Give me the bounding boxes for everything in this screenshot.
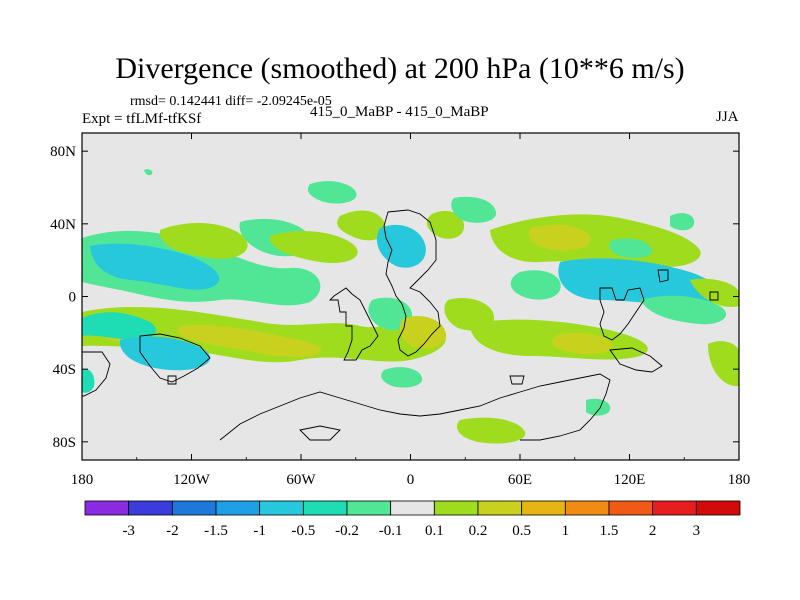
field-region	[119, 336, 211, 371]
x-tick-label: 180	[71, 472, 94, 488]
colorbar-level-label: 0.1	[425, 523, 444, 539]
field-region	[708, 341, 739, 387]
field-region	[269, 231, 358, 264]
coastline-path	[509, 375, 525, 385]
y-tick-label: 80N	[50, 144, 76, 160]
colorbar-level-label: -0.5	[291, 523, 315, 539]
field-region	[376, 224, 426, 268]
field-region	[456, 417, 526, 444]
coastline-path	[82, 351, 111, 397]
field-region	[609, 238, 653, 258]
case-label: 415_0_MaBP - 415_0_MaBP	[310, 104, 489, 120]
coastline-path	[709, 291, 719, 301]
colorbar-swatch	[390, 500, 435, 516]
field-region	[307, 181, 357, 204]
coastline-path	[139, 333, 211, 383]
colorbar-level-label: -0.1	[379, 523, 403, 539]
x-tick-label: 180	[728, 472, 751, 488]
field-region	[177, 325, 321, 357]
colorbar-swatch	[477, 500, 523, 516]
colorbar-swatch	[564, 500, 610, 516]
coastlines	[82, 209, 719, 441]
colorbar-swatch	[84, 500, 130, 516]
colorbar-swatch	[259, 500, 304, 516]
colorbar-level-label: 1.5	[600, 523, 619, 539]
field-region	[381, 367, 423, 388]
data-field	[82, 169, 739, 444]
x-tick-label: 120E	[614, 472, 646, 488]
field-region	[640, 295, 727, 325]
y-tick-label: 40N	[50, 217, 76, 233]
field-region	[399, 315, 447, 349]
field-region	[528, 224, 592, 251]
colorbar-level-label: 0.2	[469, 523, 488, 539]
season-label: JJA	[716, 109, 739, 125]
colorbar-level-label: 3	[693, 523, 701, 539]
colorbar-swatch	[171, 500, 217, 516]
axis-ticks	[81, 133, 740, 460]
field-region	[558, 258, 721, 306]
coastline-path	[609, 347, 663, 373]
colorbar-level-label: -2	[166, 523, 179, 539]
field-region	[510, 270, 561, 300]
colorbar-swatch	[521, 500, 566, 516]
x-tick-label: 60W	[286, 472, 316, 488]
x-tick-label: 0	[407, 472, 415, 488]
field-region	[82, 369, 95, 393]
coastline-path	[299, 425, 341, 441]
coastline-path	[657, 269, 669, 283]
colorbar-level-label: -1	[253, 523, 266, 539]
field-region	[426, 210, 465, 239]
field-region	[337, 210, 386, 241]
rmsd-stats: rmsd= 0.142441 diff= -2.09245e-05	[130, 94, 332, 109]
coastline-path	[383, 209, 441, 357]
colorbar-level-label: 0.5	[512, 523, 531, 539]
axis-labels: 180 120W 60W 0 60E 120E 180 80N 40N 0 40S 80S	[50, 144, 750, 488]
colorbar: -3 -2 -1.5 -1 -0.5 -0.2 -0.1 0.1 0.2 0.5 1 1.5 2 3	[84, 500, 741, 539]
colorbar-swatch	[652, 500, 697, 516]
chart-title: Divergence (smoothed) at 200 hPa (10**6 …	[115, 52, 685, 85]
colorbar-swatch	[608, 500, 654, 516]
coastline-path	[167, 375, 177, 385]
y-tick-label: 40S	[53, 362, 76, 378]
colorbar-level-label: -3	[122, 523, 135, 539]
colorbar-swatch	[302, 500, 348, 516]
colorbar-swatch	[128, 500, 173, 516]
field-region	[690, 278, 739, 307]
coastline-path	[599, 287, 645, 341]
colorbar-level-label: -0.2	[335, 523, 359, 539]
field-region	[586, 398, 611, 416]
field-region	[144, 169, 153, 176]
y-tick-label: 0	[69, 290, 77, 306]
colorbar-swatch	[433, 500, 479, 516]
colorbar-swatch	[215, 500, 261, 516]
field-region	[159, 223, 248, 259]
experiment-label: Expt = tfLMf-tfKSf	[82, 111, 202, 127]
field-region	[82, 312, 157, 341]
x-tick-label: 120W	[173, 472, 211, 488]
coastline-path	[328, 287, 379, 361]
field-region	[451, 196, 497, 223]
colorbar-swatch	[695, 500, 741, 516]
coastline-path	[219, 373, 611, 441]
colorbar-level-label: -1.5	[204, 523, 228, 539]
field-region	[90, 243, 220, 290]
field-region	[670, 213, 695, 231]
colorbar-level-label: 1	[562, 523, 570, 539]
x-tick-label: 60E	[508, 472, 532, 488]
y-tick-label: 80S	[53, 435, 76, 451]
colorbar-level-label: 2	[649, 523, 657, 539]
field-region	[551, 332, 613, 355]
colorbar-swatch	[346, 500, 392, 516]
